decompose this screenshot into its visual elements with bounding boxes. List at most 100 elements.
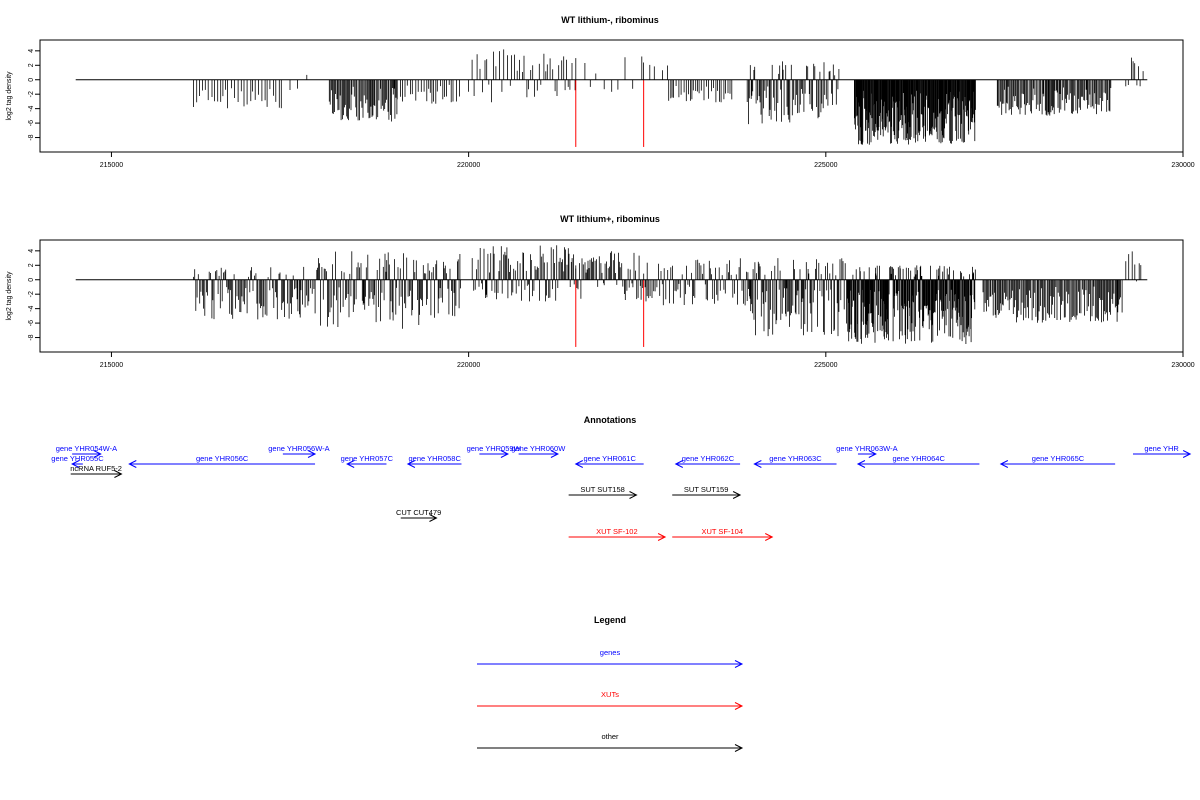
arrow-head [71,460,80,468]
y-tick-label: -8 [28,134,35,140]
legend-arrow-head [734,660,744,668]
y-tick-label: 4 [28,249,35,253]
annotation-feature: gene YHR057C [341,454,394,468]
feature-label: gene YHR065C [1032,454,1085,463]
annotation-feature: gene YHR061C [574,454,644,468]
annotation-feature: SUT SUT159 [672,485,742,499]
legend-title: Legend [594,615,626,625]
arrow-head [674,460,684,468]
arrow-head [868,450,877,458]
feature-label: gene YHR056C [196,454,249,463]
annotation-feature: gene YHR062C [674,454,741,468]
feature-label: gene YHR063C [769,454,822,463]
y-tick-label: 0 [28,278,35,282]
track-panel-lithium-plus: WT lithium+, ribominus log2 tag density … [6,214,1195,369]
annotation-feature: gene YHR065C [999,454,1116,468]
annotation-feature: XUT SF-104 [672,527,774,541]
feature-label: gene YHR054W-A [56,444,117,453]
feature-label: SUT SUT159 [684,485,728,494]
feature-label: gene YHR064C [892,454,945,463]
annotation-feature: gene YHR [1132,444,1192,458]
feature-label: gene YHR056W-A [268,444,329,453]
y-tick-label: 4 [28,49,35,53]
legend-label: XUTs [601,690,619,699]
annotation-feature: gene YHR054W-A [56,444,117,458]
feature-label: SUT SUT158 [580,485,624,494]
density-bars [193,49,1144,145]
annotation-feature: gene YHR060W [511,444,566,458]
feature-label: gene YHR059W [467,444,522,453]
arrow-head [346,460,355,468]
track-title: WT lithium+, ribominus [560,214,660,224]
annotation-feature: XUT SF-102 [568,527,667,541]
plot-frame [39,39,1184,153]
track-title: WT lithium-, ribominus [561,15,659,25]
feature-label: gene YHR [1144,444,1179,453]
annotation-feature: CUT CUT479 [396,508,441,522]
y-axis-label: log2 tag density [6,271,13,321]
legend-item: other [477,732,744,752]
legend-label: genes [600,648,621,657]
feature-label: CUT CUT479 [396,508,441,517]
arrow-head [999,460,1009,468]
legend-items: genes XUTs other [477,648,744,752]
arrow-head [574,460,584,468]
legend-item: genes [477,648,744,668]
annotation-feature: gene YHR056W-A [268,444,330,458]
x-tick-label: 225000 [814,162,837,169]
feature-label: XUT SF-102 [596,527,638,536]
arrow-head [93,450,102,458]
arrow-head [1182,450,1192,458]
y-axis-label: log2 tag density [6,71,13,121]
y-tick-label: -2 [28,291,35,297]
arrow-head [629,491,638,499]
y-tick-label: -4 [28,305,35,311]
x-tick-label: 220000 [457,362,480,369]
feature-label: ncRNA RUF5-2 [70,464,122,473]
arrow-head [307,450,317,458]
annotation-feature: gene YHR056C [128,454,316,468]
feature-label: gene YHR061C [584,454,637,463]
x-tick-label: 220000 [457,162,480,169]
annotation-feature: gene YHR059W [467,444,522,458]
y-tick-label: -6 [28,320,35,326]
y-tick-label: 2 [28,263,35,267]
arrow-head [114,470,123,478]
annotation-feature: gene YHR063W-A [836,444,898,458]
feature-label: gene YHR055C [51,454,104,463]
plot-frame [39,239,1184,353]
x-tick-label: 230000 [1171,162,1194,169]
marker-lines [575,279,645,347]
y-tick-label: -4 [28,105,35,111]
arrow-head [500,450,510,458]
arrow-head [550,450,560,458]
feature-label: gene YHR060W [511,444,566,453]
annotation-feature: SUT SUT158 [568,485,638,499]
arrow-head [406,460,416,468]
y-tick-label: -2 [28,91,35,97]
arrow-head [765,533,774,541]
x-tick-label: 215000 [100,362,123,369]
x-tick-label: 215000 [100,162,123,169]
arrow-head [732,491,742,499]
feature-label: gene YHR057C [341,454,394,463]
annotation-feature: ncRNA RUF5-2 [70,464,123,478]
y-tick-label: -6 [28,120,35,126]
feature-label: XUT SF-104 [701,527,743,536]
y-axis-ticks: 4 2 0 -2 -4 -6 -8 [28,49,40,141]
feature-label: gene YHR063W-A [836,444,897,453]
arrow-head [128,460,137,468]
arrow-head [657,533,667,541]
density-bars [193,245,1142,344]
arrow-head [429,514,438,522]
track-panel-lithium-minus: WT lithium-, ribominus log2 tag density … [6,15,1195,169]
legend: Legend genes XUTs other [477,615,744,752]
annotation-feature: gene YHR064C [856,454,980,468]
x-axis-ticks: 215000 220000 225000 230000 [100,352,1195,369]
marker-lines [575,79,645,147]
arrow-head [856,460,866,468]
legend-item: XUTs [477,690,744,710]
